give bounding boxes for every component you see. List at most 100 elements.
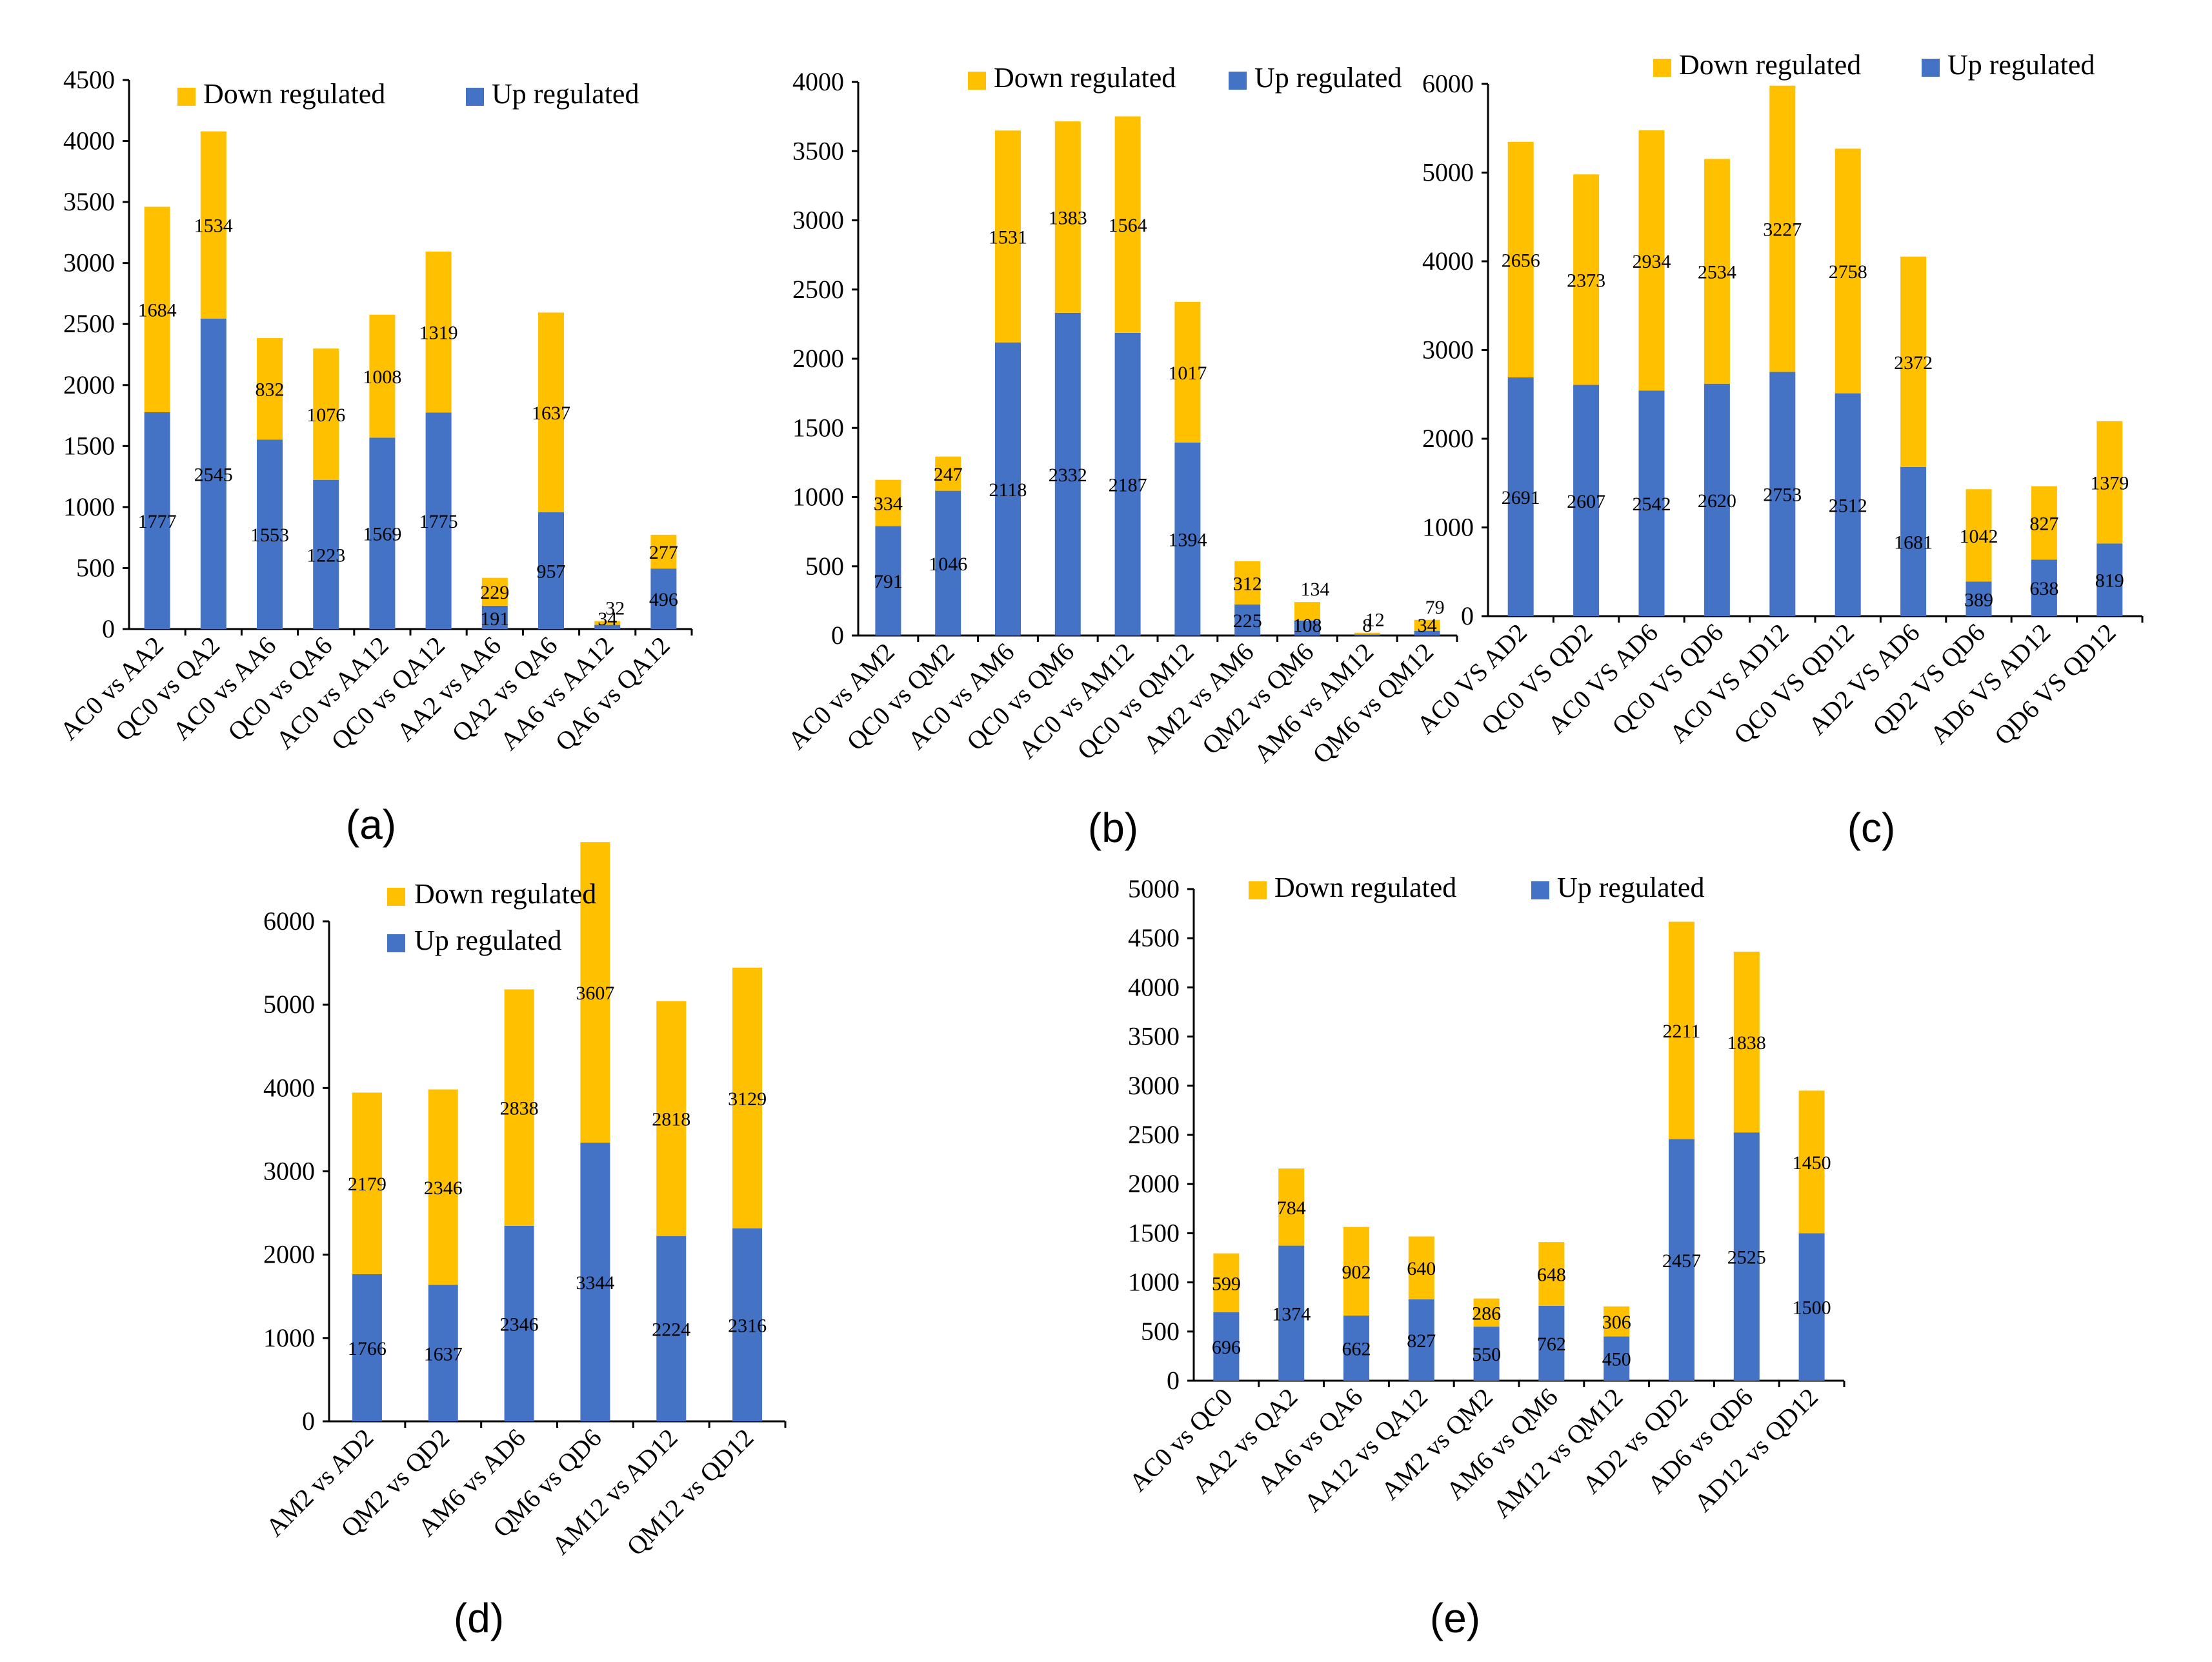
legend-label-up: Up regulated xyxy=(1947,49,2095,81)
y-tick-label: 4000 xyxy=(1422,246,1474,275)
y-tick-label: 500 xyxy=(1141,1317,1180,1346)
bar-up xyxy=(352,1274,382,1421)
bar-down xyxy=(656,1001,687,1236)
bar-down xyxy=(1538,1242,1565,1306)
value-label-up: 2316 xyxy=(728,1315,767,1336)
bar-down xyxy=(2096,421,2123,544)
value-label-down: 2211 xyxy=(1663,1021,1701,1042)
y-tick-label: 2000 xyxy=(1422,424,1474,453)
y-tick-label: 1500 xyxy=(792,413,844,442)
value-label-up: 450 xyxy=(1602,1349,1631,1370)
bar-up xyxy=(995,342,1021,636)
value-label-up: 3344 xyxy=(576,1272,614,1294)
y-tick-label: 2000 xyxy=(1128,1169,1180,1198)
bar-down xyxy=(144,206,170,412)
y-tick-label: 3000 xyxy=(263,1157,315,1186)
value-label-down: 3129 xyxy=(728,1088,767,1110)
value-label-up: 2753 xyxy=(1763,485,1802,506)
y-tick-label: 3500 xyxy=(1128,1022,1180,1051)
bar-up xyxy=(1294,620,1320,636)
value-label-down: 1008 xyxy=(363,366,401,388)
y-tick-label: 4000 xyxy=(1128,972,1180,1001)
bar-up xyxy=(257,439,283,629)
bar-up xyxy=(2031,559,2057,616)
y-tick-label: 6000 xyxy=(263,906,315,936)
value-label-up: 389 xyxy=(1964,589,1993,610)
bar-up xyxy=(481,605,508,629)
panel-label: (c) xyxy=(1847,805,1896,851)
value-label-up: 1553 xyxy=(250,525,289,546)
bar-up xyxy=(875,526,901,636)
value-label-up: 34 xyxy=(1418,615,1437,636)
value-label-up: 108 xyxy=(1293,615,1322,636)
bar-up xyxy=(1234,604,1261,636)
value-label-down: 2534 xyxy=(1698,262,1736,283)
value-label-down: 827 xyxy=(2029,513,2058,534)
chart-panel-a: 0 500 1000 1500 2000 2500 3000 3500 4000 4500 1777… xyxy=(54,65,693,848)
legend-swatch-down xyxy=(968,72,986,90)
value-label-up: 638 xyxy=(2029,578,2058,599)
bar-up xyxy=(1538,1305,1565,1381)
bar-down xyxy=(2031,486,2057,560)
bar-down xyxy=(732,967,763,1228)
bar-up xyxy=(1900,466,1927,616)
value-label-down: 247 xyxy=(934,464,963,485)
legend-swatch-up xyxy=(1531,881,1549,899)
bar-up xyxy=(1604,1336,1630,1381)
y-tick-label: 1000 xyxy=(792,483,844,512)
legend-swatch-up xyxy=(466,88,484,106)
legend-swatch-up xyxy=(1922,59,1940,77)
legend: Down regulated Up regulated xyxy=(1249,872,1704,903)
value-label-down: 3607 xyxy=(576,983,614,1004)
value-label-up: 2620 xyxy=(1698,490,1736,512)
bar-down xyxy=(428,1089,458,1285)
value-label-up: 1569 xyxy=(363,524,401,545)
value-label-up: 2545 xyxy=(194,464,233,485)
value-label-up: 1681 xyxy=(1894,532,1933,553)
value-label-down: 599 xyxy=(1212,1273,1241,1294)
bar-down xyxy=(352,1092,382,1274)
y-tick-label: 2500 xyxy=(1128,1120,1180,1149)
value-label-down: 1564 xyxy=(1109,215,1147,236)
value-label-down: 2179 xyxy=(348,1174,387,1195)
bar-up xyxy=(1408,1299,1434,1381)
bar-up xyxy=(580,1143,610,1421)
chart-panel-e: 0 500 1000 1500 2000 2500 3000 3500 4000 4500 5000… xyxy=(1123,872,1845,1641)
y-tick-label: 0 xyxy=(831,621,844,650)
value-label-up: 819 xyxy=(2095,570,2124,592)
bar-up xyxy=(1638,390,1665,616)
value-label-up: 34 xyxy=(598,608,617,630)
bar-up xyxy=(1473,1327,1500,1381)
value-label-down: 229 xyxy=(480,582,509,603)
value-label-down: 1042 xyxy=(1960,526,1998,547)
value-label-down: 1450 xyxy=(1793,1152,1831,1174)
value-label-down: 134 xyxy=(1301,579,1330,600)
panel-label: (b) xyxy=(1088,805,1138,851)
y-tick-label: 3000 xyxy=(792,206,844,235)
bar-down xyxy=(504,989,534,1226)
bar-up xyxy=(1054,312,1081,636)
bar-down xyxy=(1414,619,1440,631)
y-tick-label: 1000 xyxy=(63,492,115,521)
y-tick-label: 5000 xyxy=(1128,874,1180,903)
bar-down xyxy=(1573,174,1600,385)
bar-down xyxy=(1473,1298,1500,1327)
y-tick-label: 2500 xyxy=(792,275,844,304)
legend-label-down: Down regulated xyxy=(1274,872,1456,903)
bar-down xyxy=(1604,1306,1630,1337)
value-label-up: 2346 xyxy=(500,1314,539,1335)
value-label-down: 784 xyxy=(1277,1197,1306,1219)
bar-up xyxy=(935,490,961,636)
value-label-up: 1223 xyxy=(307,545,345,566)
value-label-down: 12 xyxy=(1365,610,1385,631)
panel-label: (e) xyxy=(1430,1595,1480,1641)
bar-up xyxy=(1966,581,1992,616)
value-label-up: 2457 xyxy=(1662,1250,1701,1272)
y-tick-label: 5000 xyxy=(1422,158,1474,187)
bar-down xyxy=(538,312,564,513)
y-tick-label: 1000 xyxy=(1128,1268,1180,1297)
y-tick-label: 3000 xyxy=(1128,1071,1180,1100)
value-label-up: 2187 xyxy=(1109,474,1147,496)
legend-label-down: Down regulated xyxy=(203,78,385,110)
